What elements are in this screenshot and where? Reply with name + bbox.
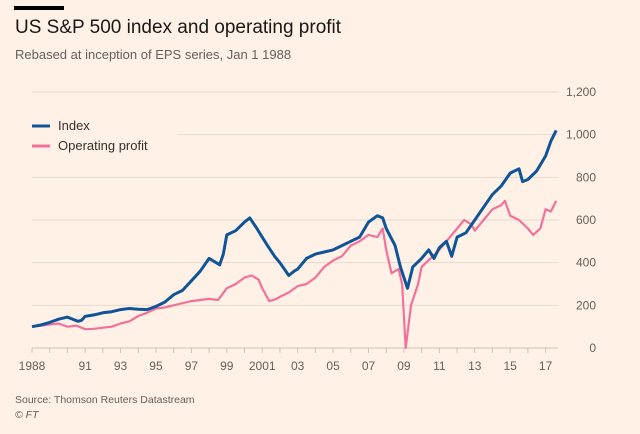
- x-tick-label: 97: [185, 359, 199, 373]
- x-tick-label: 09: [397, 359, 411, 373]
- chart-title: US S&P 500 index and operating profit: [15, 17, 342, 38]
- x-tick-label: 13: [468, 359, 482, 373]
- y-tick-label: 0: [589, 341, 596, 355]
- legend: Index Operating profit: [28, 110, 178, 158]
- x-tick-label: 11: [433, 359, 446, 373]
- y-tick-label: 600: [576, 213, 596, 227]
- y-tick-label: 400: [576, 256, 596, 270]
- legend-background: [28, 110, 178, 158]
- series-line-operating-profit: [31, 199, 558, 350]
- legend-label-index: Index: [58, 118, 90, 133]
- x-tick-label: 95: [149, 359, 163, 373]
- x-tick-label: 93: [114, 359, 128, 373]
- y-tick-label: 200: [576, 298, 596, 312]
- x-tick-label: 07: [362, 359, 376, 373]
- legend-label-operating-profit: Operating profit: [58, 138, 148, 153]
- x-tick-label: 1988: [19, 359, 46, 373]
- copyright-note: © FT: [15, 409, 39, 421]
- source-note: Source: Thomson Reuters Datastream: [15, 394, 195, 406]
- x-tick-label: 17: [539, 359, 553, 373]
- y-tick-label: 800: [576, 170, 596, 184]
- x-tick-label: 91: [78, 359, 92, 373]
- x-tick-label: 03: [291, 359, 305, 373]
- y-tick-label: 1,200: [566, 85, 596, 99]
- chart-subtitle: Rebased at inception of EPS series, Jan …: [15, 47, 292, 62]
- x-tick-label: 99: [220, 359, 234, 373]
- x-tick-label: 2001: [249, 359, 276, 373]
- brand-bar: [14, 6, 64, 10]
- line-chart: 0 200 400 600 800 1,000 1,200 1988 91 93 95 97 99 20…: [19, 85, 597, 373]
- x-tick-label: 05: [326, 359, 340, 373]
- y-tick-label: 1,000: [566, 128, 596, 142]
- series-line-index: [31, 129, 558, 329]
- x-tick-label: 15: [504, 359, 518, 373]
